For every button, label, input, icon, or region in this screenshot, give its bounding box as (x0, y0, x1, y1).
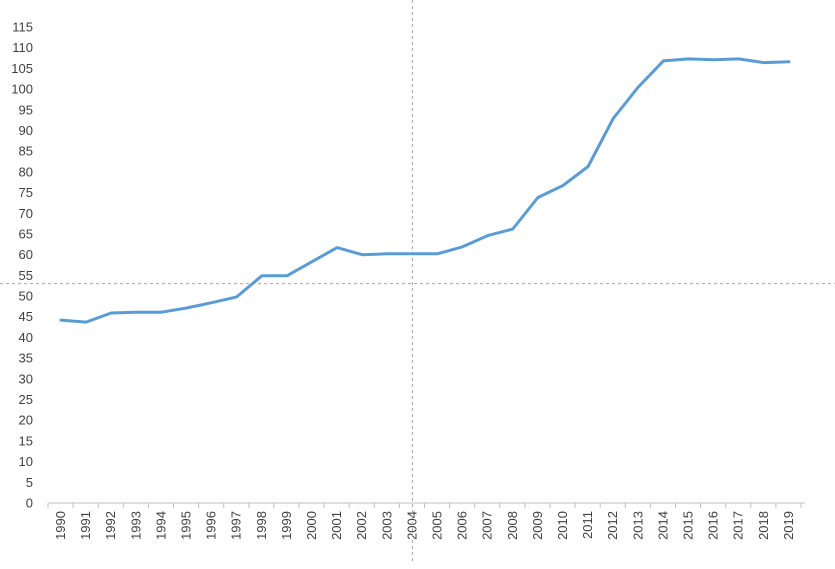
x-tick-label: 2006 (455, 511, 470, 540)
data-point (662, 59, 665, 62)
data-point (336, 246, 339, 249)
data-point (712, 58, 715, 61)
y-tick-label: 105 (11, 61, 33, 76)
y-tick-label: 35 (19, 351, 33, 366)
data-point (60, 319, 63, 322)
x-tick-label: 2003 (379, 511, 394, 540)
x-tick-label: 2001 (329, 511, 344, 540)
x-tick-label: 1992 (103, 511, 118, 540)
x-tick-label: 2009 (530, 511, 545, 540)
data-point (587, 165, 590, 168)
y-tick-label: 10 (19, 454, 33, 469)
x-tick-label: 2002 (354, 511, 369, 540)
data-point (285, 274, 288, 277)
x-tick-label: 2015 (681, 511, 696, 540)
y-tick-label: 45 (19, 309, 33, 324)
x-tick-label: 2019 (781, 511, 796, 540)
x-tick-label: 1994 (153, 511, 168, 540)
x-tick-label: 2018 (756, 511, 771, 540)
data-point (737, 57, 740, 60)
x-tick-label: 2013 (630, 511, 645, 540)
data-point (436, 252, 439, 255)
x-tick-label: 2016 (706, 511, 721, 540)
data-point (361, 253, 364, 256)
y-tick-label: 15 (19, 433, 33, 448)
y-tick-label: 85 (19, 144, 33, 159)
x-tick-label: 1993 (128, 511, 143, 540)
data-point (235, 295, 238, 298)
y-tick-label: 110 (12, 40, 33, 55)
y-tick-label: 25 (19, 392, 33, 407)
data-point (260, 274, 263, 277)
x-tick-label: 1995 (179, 511, 194, 540)
x-tick-label: 2005 (430, 511, 445, 540)
x-tick-label: 1999 (279, 511, 294, 540)
x-tick-label: 2007 (480, 511, 495, 540)
x-tick-label: 2014 (655, 511, 670, 540)
data-point (160, 311, 163, 314)
x-tick-label: 2010 (555, 511, 570, 540)
x-tick-label: 2004 (404, 511, 419, 540)
x-axis-ticks: 1990 1991 1992 1993 1994 1995 1996 1997 1998 1999… (47, 503, 802, 540)
y-tick-label: 50 (19, 289, 33, 304)
y-axis-ticks: 0 5 10 15 20 25 30 35 40 45 50 55 60 65 70 75 80 85 90 95 10… (11, 20, 33, 511)
data-point (637, 86, 640, 89)
y-tick-label: 40 (19, 330, 33, 345)
y-tick-label: 30 (19, 371, 33, 386)
data-point (210, 301, 213, 304)
data-point (612, 117, 615, 120)
data-point (411, 252, 414, 255)
data-point (386, 252, 389, 255)
x-tick-label: 1998 (254, 511, 269, 540)
data-point (536, 196, 539, 199)
x-tick-label: 1997 (229, 511, 244, 540)
x-tick-label: 2000 (304, 511, 319, 540)
data-point (687, 57, 690, 60)
y-tick-label: 80 (19, 164, 33, 179)
series-line (59, 57, 791, 324)
y-tick-label: 5 (26, 475, 33, 490)
x-tick-label: 1991 (78, 511, 93, 540)
y-tick-label: 55 (19, 268, 33, 283)
y-tick-label: 90 (19, 123, 33, 138)
x-tick-label: 2008 (505, 511, 520, 540)
data-point (511, 228, 514, 231)
data-point (461, 245, 464, 248)
y-tick-label: 70 (19, 206, 33, 221)
data-point (185, 307, 188, 310)
y-tick-label: 115 (12, 20, 33, 35)
x-tick-label: 1996 (204, 511, 219, 540)
y-tick-label: 95 (19, 102, 33, 117)
data-point (762, 61, 765, 64)
x-tick-label: 2017 (731, 511, 746, 540)
y-tick-label: 75 (19, 185, 33, 200)
x-tick-label: 1990 (53, 511, 68, 540)
data-point (85, 321, 88, 324)
x-tick-label: 2011 (580, 511, 595, 539)
y-tick-label: 0 (26, 496, 33, 511)
data-point (562, 184, 565, 187)
y-tick-label: 65 (19, 227, 33, 242)
x-tick-label: 2012 (605, 511, 620, 540)
data-point (311, 260, 314, 263)
y-tick-label: 20 (19, 413, 33, 428)
data-point (486, 234, 489, 237)
y-tick-label: 60 (19, 247, 33, 262)
data-point (110, 312, 113, 315)
data-point (135, 311, 138, 314)
y-tick-label: 100 (11, 82, 33, 97)
data-point (787, 60, 790, 63)
